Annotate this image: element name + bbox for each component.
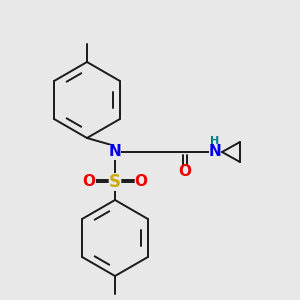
Text: O: O: [178, 164, 191, 179]
Text: O: O: [82, 175, 95, 190]
Text: N: N: [208, 145, 221, 160]
Text: N: N: [109, 145, 122, 160]
Text: S: S: [109, 173, 121, 191]
Text: H: H: [210, 136, 220, 146]
Text: O: O: [134, 175, 148, 190]
